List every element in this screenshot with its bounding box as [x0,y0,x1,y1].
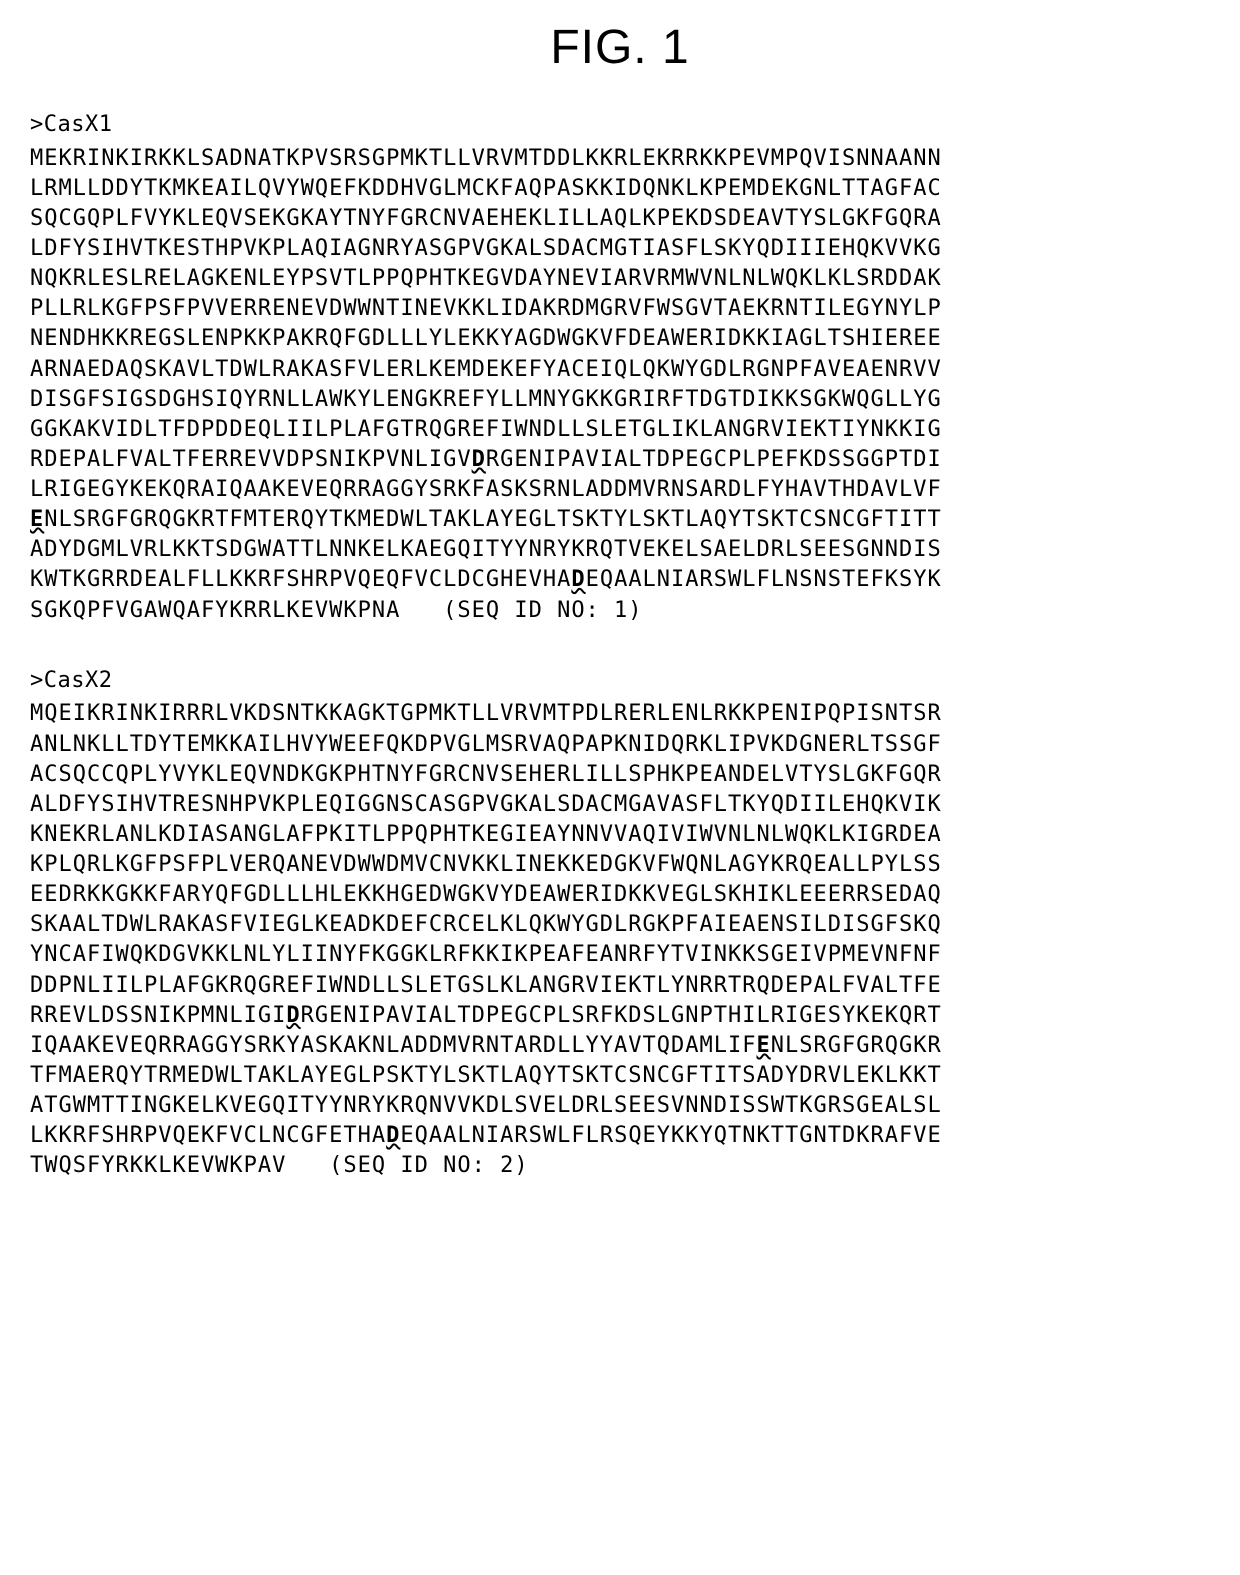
sequence-line: RDEPALFVALTFERREVVDPSNIKPVNLIGVDRGENIPAV… [30,445,1210,475]
sequence-line: MQEIKRINKIRRRLVKDSNTKKAGKTGPMKTLLVRVMTPD… [30,699,1210,729]
sequence-segment: LRMLLDDYTKMKEAILQVYWQEFKDDHVGLMCKFAQPASK… [30,176,942,201]
sequence-segment: SKAALTDWLRAKASFVIEGLKEADKDEFCRCELKLQKWYG… [30,912,942,937]
sequence-line: IQAAKEVEQRRAGGYSRKYASKAKNLADDMVRNTARDLLY… [30,1031,1210,1061]
sequence-segment: LRIGEGYKEKQRAIQAAKEVEQRRAGGYSRKFASKSRNLA… [30,477,942,502]
sequence-segment: YNCAFIWQKDGVKKLNLYLIINYFKGGKLRFKKIKPEAFE… [30,942,942,967]
sequence-segment: NLSRGFGRQGKRTFMTERQYTKMEDWLTAKLAYEGLTSKT… [44,507,941,532]
sequence-line: LDFYSIHVTKESTHPVKPLAQIAGNRYASGPVGKALSDAC… [30,234,1210,264]
sequence-segment: ANLNKLLTDYTEMKKAILHVYWEEFQKDPVGLMSRVAQPA… [30,732,942,757]
sequence-line: GGKAKVIDLTFDPDDEQLIILPLAFGTRQGREFIWNDLLS… [30,415,1210,445]
emphasized-residue: D [571,567,585,592]
sequence-segment: KNEKRLANLKDIASANGLAFPKITLPPQPHTKEGIEAYNN… [30,822,942,847]
sequence-segment: MQEIKRINKIRRRLVKDSNTKKAGKTGPMKTLLVRVMTPD… [30,701,942,726]
emphasized-residue: D [472,447,486,472]
sequence-line: ADYDGMLVRLKKTSDGWATTLNNKELKAEGQITYYNRYKR… [30,535,1210,565]
emphasized-residue: D [386,1123,400,1148]
sequence-segment: TWQSFYRKKLKEVWKPAV [30,1153,329,1178]
sequence-segment: NQKRLESLRELAGKENLEYPSVTLPPQPHTKEGVDAYNEV… [30,266,942,291]
sequence-segment: RGENIPAVIALTDPEGCPLSRFKDSLGNPTHILRIGESYK… [301,1003,942,1028]
sequence-segment: IQAAKEVEQRRAGGYSRKYASKAKNLADDMVRNTARDLLY… [30,1033,757,1058]
sequence-line: SKAALTDWLRAKASFVIEGLKEADKDEFCRCELKLQKWYG… [30,910,1210,940]
figure-title: FIG. 1 [30,20,1210,75]
sequence-line: MEKRINKIRKKLSADNATKPVSRSGPMKTLLVRVMTDDLK… [30,144,1210,174]
sequence-line: ACSQCCQPLYVYKLEQVNDKGKPHTNYFGRCNVSEHERLI… [30,760,1210,790]
sequence-line: PLLRLKGFPSFPVVERRENEVDWWNTINEVKKLIDAKRDM… [30,294,1210,324]
sequence-segment: RDEPALFVALTFERREVVDPSNIKPVNLIGV [30,447,472,472]
sequence-line: ARNAEDAQSKAVLTDWLRAKASFVLERLKEMDEKEFYACE… [30,355,1210,385]
sequence-header: >CasX1 [30,110,1210,140]
sequence-line: KPLQRLKGFPSFPLVERQANEVDWWDMVCNVKKLINEKKE… [30,850,1210,880]
sequence-line: ANLNKLLTDYTEMKKAILHVYWEEFQKDPVGLMSRVAQPA… [30,730,1210,760]
sequence-line: TWQSFYRKKLKEVWKPAV (SEQ ID NO: 2) [30,1151,1210,1181]
sequence-segment: ARNAEDAQSKAVLTDWLRAKASFVLERLKEMDEKEFYACE… [30,357,942,382]
sequence-segment: MEKRINKIRKKLSADNATKPVSRSGPMKTLLVRVMTDDLK… [30,146,942,171]
sequence-segment: LDFYSIHVTKESTHPVKPLAQIAGNRYASGPVGKALSDAC… [30,236,942,261]
sequence-segment: ATGWMTTINGKELKVEGQITYYNRYKRQNVVKDLSVELDR… [30,1093,942,1118]
sequence-segment: DISGFSIGSDGHSIQYRNLLAWKYLENGKREFYLLMNYGK… [30,387,942,412]
sequence-segment: EEDRKKGKKFARYQFGDLLLHLEKKHGEDWGKVYDEAWER… [30,882,942,907]
sequence-line: DISGFSIGSDGHSIQYRNLLAWKYLENGKREFYLLMNYGK… [30,385,1210,415]
sequence-line: ATGWMTTINGKELKVEGQITYYNRYKRQNVVKDLSVELDR… [30,1091,1210,1121]
sequence-line: KNEKRLANLKDIASANGLAFPKITLPPQPHTKEGIEAYNN… [30,820,1210,850]
sequence-line: YNCAFIWQKDGVKKLNLYLIINYFKGGKLRFKKIKPEAFE… [30,940,1210,970]
sequence-segment: ACSQCCQPLYVYKLEQVNDKGKPHTNYFGRCNVSEHERLI… [30,762,942,787]
sequence-line: ENLSRGFGRQGKRTFMTERQYTKMEDWLTAKLAYEGLTSK… [30,505,1210,535]
sequence-segment: EQAALNIARSWLFLRSQEYKKYQTNKTTGNTDKRAFVE [400,1123,941,1148]
sequence-segment: NLSRGFGRQGKR [771,1033,942,1058]
sequence-segment: EQAALNIARSWLFLNSNSTEFKSYK [586,567,942,592]
seq-id-label: (SEQ ID NO: 1) [443,598,642,623]
sequence-block-casx1: >CasX1 MEKRINKIRKKLSADNATKPVSRSGPMKTLLVR… [30,110,1210,626]
sequence-segment: GGKAKVIDLTFDPDDEQLIILPLAFGTRQGREFIWNDLLS… [30,417,942,442]
sequence-segment: RGENIPAVIALTDPEGCPLPEFKDSSGGPTDI [486,447,942,472]
sequence-line: KWTKGRRDEALFLLKKRFSHRPVQEQFVCLDCGHEVHADE… [30,565,1210,595]
sequence-line: TFMAERQYTRMEDWLTAKLAYEGLPSKTYLSKTLAQYTSK… [30,1061,1210,1091]
sequence-segment: DDPNLIILPLAFGKRQGREFIWNDLLSLETGSLKLANGRV… [30,973,942,998]
sequence-segment: NENDHKKREGSLENPKKPAKRQFGDLLLYLEKKYAGDWGK… [30,326,942,351]
sequence-segment: LKKRFSHRPVQEKFVCLNCGFETHA [30,1123,386,1148]
sequence-line: RREVLDSSNIKPMNLIGIDRGENIPAVIALTDPEGCPLSR… [30,1001,1210,1031]
sequence-body: MQEIKRINKIRRRLVKDSNTKKAGKTGPMKTLLVRVMTPD… [30,699,1210,1181]
sequence-segment: KWTKGRRDEALFLLKKRFSHRPVQEQFVCLDCGHEVHA [30,567,571,592]
sequence-body: MEKRINKIRKKLSADNATKPVSRSGPMKTLLVRVMTDDLK… [30,144,1210,626]
sequence-line: NQKRLESLRELAGKENLEYPSVTLPPQPHTKEGVDAYNEV… [30,264,1210,294]
sequence-segment: KPLQRLKGFPSFPLVERQANEVDWWDMVCNVKKLINEKKE… [30,852,942,877]
sequence-line: LRIGEGYKEKQRAIQAAKEVEQRRAGGYSRKFASKSRNLA… [30,475,1210,505]
sequence-segment: TFMAERQYTRMEDWLTAKLAYEGLPSKTYLSKTLAQYTSK… [30,1063,942,1088]
seq-id-label: (SEQ ID NO: 2) [329,1153,528,1178]
sequence-line: DDPNLIILPLAFGKRQGREFIWNDLLSLETGSLKLANGRV… [30,971,1210,1001]
sequence-line: LRMLLDDYTKMKEAILQVYWQEFKDDHVGLMCKFAQPASK… [30,174,1210,204]
sequence-segment: RREVLDSSNIKPMNLIGI [30,1003,286,1028]
sequence-segment: SQCGQPLFVYKLEQVSEKGKAYTNYFGRCNVAEHEKLILL… [30,206,942,231]
sequence-segment: SGKQPFVGAWQAFYKRRLKEVWKPNA [30,598,443,623]
sequence-line: SQCGQPLFVYKLEQVSEKGKAYTNYFGRCNVAEHEKLILL… [30,204,1210,234]
sequence-segment: ADYDGMLVRLKKTSDGWATTLNNKELKAEGQITYYNRYKR… [30,537,942,562]
sequence-line: NENDHKKREGSLENPKKPAKRQFGDLLLYLEKKYAGDWGK… [30,324,1210,354]
emphasized-residue: E [757,1033,771,1058]
sequence-line: EEDRKKGKKFARYQFGDLLLHLEKKHGEDWGKVYDEAWER… [30,880,1210,910]
sequence-line: SGKQPFVGAWQAFYKRRLKEVWKPNA (SEQ ID NO: 1… [30,596,1210,626]
sequence-segment: ALDFYSIHVTRESNHPVKPLEQIGGNSCASGPVGKALSDA… [30,792,942,817]
sequence-line: LKKRFSHRPVQEKFVCLNCGFETHADEQAALNIARSWLFL… [30,1121,1210,1151]
sequence-segment: PLLRLKGFPSFPVVERRENEVDWWNTINEVKKLIDAKRDM… [30,296,942,321]
emphasized-residue: E [30,507,44,532]
sequence-block-casx2: >CasX2 MQEIKRINKIRRRLVKDSNTKKAGKTGPMKTLL… [30,666,1210,1182]
sequence-header: >CasX2 [30,666,1210,696]
emphasized-residue: D [286,1003,300,1028]
sequence-line: ALDFYSIHVTRESNHPVKPLEQIGGNSCASGPVGKALSDA… [30,790,1210,820]
